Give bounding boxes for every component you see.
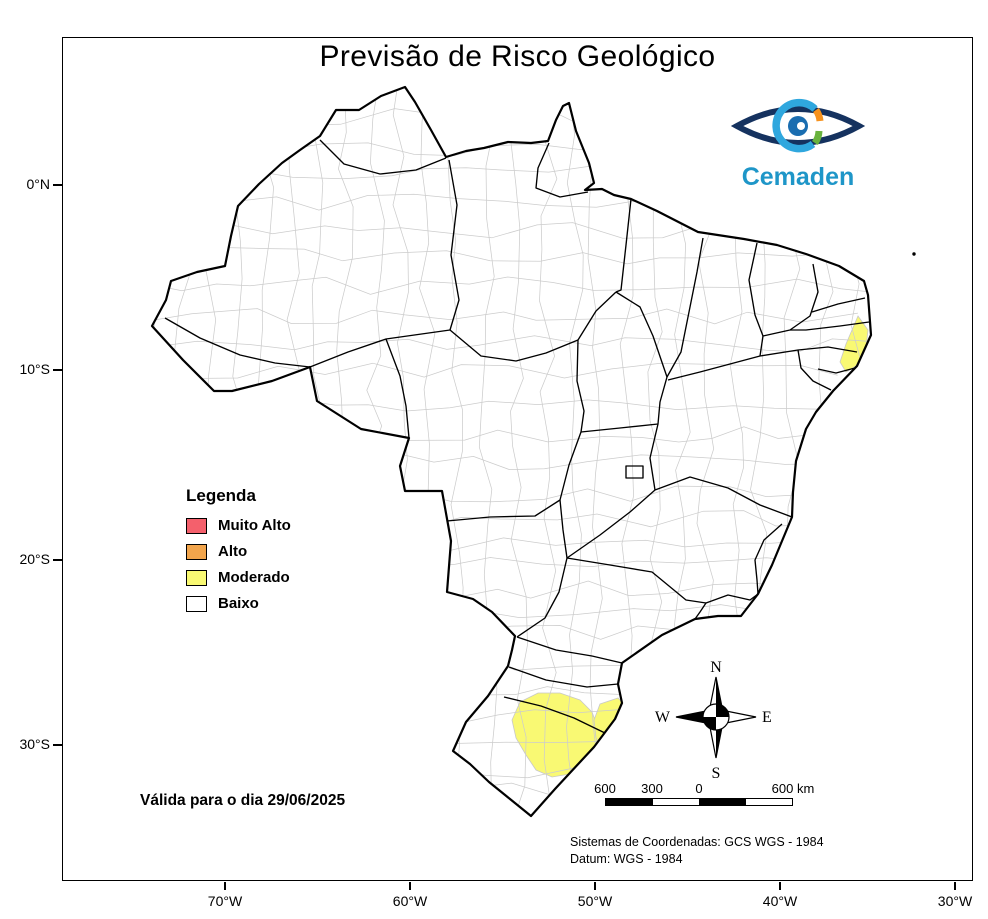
state-border-line: [666, 237, 704, 378]
lon-tick-50w: [594, 882, 596, 890]
scale-segment: [699, 799, 746, 805]
lon-label-70w: 70°W: [207, 893, 243, 909]
state-border-line: [566, 557, 707, 604]
state-border-line: [615, 291, 668, 378]
state-border-line: [576, 291, 617, 433]
legend-label-baixo: Baixo: [218, 595, 259, 612]
lat-tick-30s: [53, 744, 62, 746]
state-border-line: [811, 297, 866, 313]
lon-tick-70w: [224, 882, 226, 890]
legend-swatch-moderado: [186, 569, 207, 586]
scale-label-0: 0: [695, 781, 703, 796]
legend-swatch-muito-alto: [186, 517, 207, 534]
state-border-line: [516, 557, 568, 638]
state-border-line: [649, 423, 659, 491]
page-title: Previsão de Risco Geológico: [319, 40, 716, 73]
state-border-line: [694, 593, 759, 620]
scale-label-600-left: 600: [594, 781, 616, 796]
state-border-line: [615, 198, 632, 293]
state-border-line: [508, 666, 619, 688]
map-credits: Sistemas de Coordenadas: GCS WGS - 1984 …: [570, 834, 824, 868]
state-border-line: [559, 431, 582, 501]
lon-label-40w: 40°W: [762, 893, 798, 909]
state-border-line: [164, 317, 311, 368]
compass-label-west: W: [655, 709, 671, 726]
compass-hub-quarter-sw: [703, 717, 716, 730]
lat-label-0n: 0°N: [26, 176, 51, 192]
scale-segment: [652, 799, 699, 805]
brazil-outline: [150, 85, 873, 818]
state-border-line: [566, 489, 656, 559]
legend-label-alto: Alto: [218, 543, 248, 560]
cemaden-logo: Cemaden: [723, 84, 873, 192]
lat-label-30s: 30°S: [19, 736, 50, 752]
compass-label-north: N: [710, 659, 722, 676]
scale-segment: [606, 799, 653, 805]
state-border-line: [667, 355, 761, 381]
legend-title: Legenda: [186, 486, 256, 505]
state-borders: [164, 139, 870, 735]
legend-item-baixo: Baixo: [186, 595, 291, 612]
legend-item-moderado: Moderado: [186, 569, 291, 586]
lat-tick-0n: [53, 184, 62, 186]
state-border-line: [748, 242, 764, 357]
state-border-line: [503, 696, 608, 735]
state-border-line: [754, 523, 783, 595]
state-border-line: [759, 346, 858, 357]
state-border-line: [319, 139, 447, 175]
lat-tick-20s: [53, 559, 62, 561]
lat-label-20s: 20°S: [19, 551, 50, 567]
legend: Legenda Muito Alto Alto Moderado Baixo: [186, 486, 291, 621]
legend-item-alto: Alto: [186, 543, 291, 560]
state-border-line: [449, 329, 579, 362]
lon-label-30w: 30°W: [937, 893, 973, 909]
state-border-line: [535, 142, 589, 198]
scale-label-600-km: 600 km: [771, 781, 815, 796]
datum-text: Datum: WGS - 1984: [570, 851, 683, 866]
state-border-line: [762, 263, 819, 337]
legend-swatch-baixo: [186, 595, 207, 612]
legend-item-muito-alto: Muito Alto: [186, 517, 291, 534]
coordinate-system-text: Sistemas de Coordenadas: GCS WGS - 1984: [570, 835, 824, 849]
lon-label-50w: 50°W: [577, 893, 613, 909]
state-border-line: [559, 499, 568, 559]
legend-swatch-alto: [186, 543, 207, 560]
lon-tick-40w: [779, 882, 781, 890]
state-border-line: [446, 499, 561, 522]
state-border-line: [817, 367, 856, 374]
lon-tick-60w: [409, 882, 411, 890]
compass-label-south: S: [712, 765, 721, 782]
cemaden-eye-icon: [730, 98, 866, 153]
compass-rose: N S W E: [655, 659, 772, 782]
compass-hub-quarter-ne: [716, 704, 729, 717]
state-border-line: [309, 329, 451, 368]
state-border-line: [654, 476, 793, 518]
brazil-landmass: [152, 87, 871, 816]
state-border-line: [385, 338, 410, 439]
lon-tick-30w: [954, 882, 956, 890]
island-dot: [912, 252, 916, 256]
legend-label-moderado: Moderado: [218, 569, 290, 586]
legend-label-muito-alto: Muito Alto: [218, 517, 291, 534]
scale-bar-segments: [605, 798, 793, 806]
cemaden-wordmark: Cemaden: [741, 163, 855, 191]
lat-label-10s: 10°S: [19, 361, 50, 377]
state-border-line: [790, 321, 870, 331]
risk-region-northeast-coast: [839, 315, 869, 373]
scale-bar: 600 300 0 600 km: [594, 781, 876, 811]
risk-region-south-coast: [593, 697, 631, 753]
validity-date: Válida para o dia 29/06/2025: [140, 792, 346, 809]
state-border-line: [797, 349, 832, 391]
df-border: [625, 465, 644, 479]
state-border-line: [516, 636, 623, 664]
scale-segment: [745, 799, 792, 805]
state-border-line: [448, 159, 460, 331]
lon-label-60w: 60°W: [392, 893, 428, 909]
compass-label-east: E: [762, 709, 772, 726]
scale-label-300: 300: [641, 781, 663, 796]
lat-tick-10s: [53, 369, 62, 371]
